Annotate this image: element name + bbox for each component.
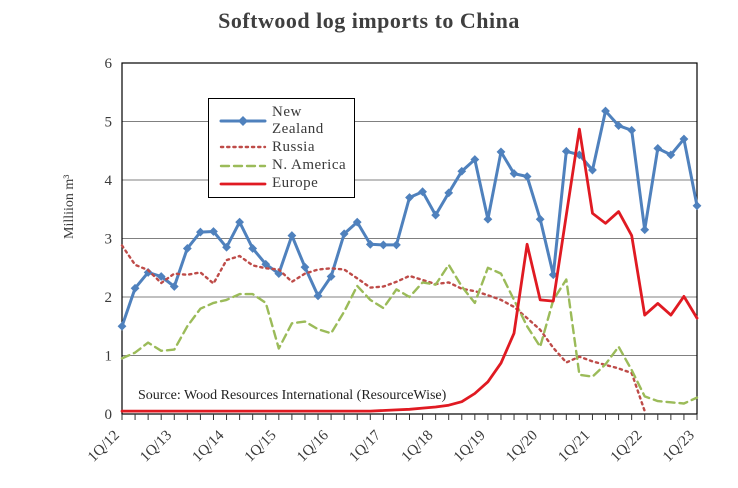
x-tick-label: 1Q/12	[85, 428, 123, 466]
x-tick-label: 1Q/16	[294, 427, 332, 465]
x-tick-label: 1Q/14	[190, 427, 228, 465]
legend: New Zealand Russia N. America Europe	[208, 98, 355, 198]
x-tick-label: 1Q/13	[137, 428, 175, 466]
data-point-marker	[222, 242, 231, 252]
legend-label-new-zealand: New Zealand	[272, 103, 324, 137]
series-russia-line	[120, 244, 646, 413]
data-point-marker	[287, 231, 297, 240]
y-tick-label-1: 1	[105, 349, 113, 365]
data-point-marker	[483, 214, 493, 224]
legend-label-russia: Russia	[272, 138, 316, 155]
y-tick-label-6: 6	[105, 56, 113, 72]
data-point-marker	[535, 214, 545, 224]
data-point-marker	[156, 272, 166, 281]
data-point-marker	[418, 187, 427, 197]
data-point-marker	[313, 291, 323, 301]
x-tick-label: 1Q/17	[346, 427, 384, 465]
x-tick-label: 1Q/22	[608, 428, 646, 466]
data-point-marker	[588, 165, 597, 175]
data-point-marker	[548, 270, 558, 280]
x-tick-label: 1Q/21	[555, 428, 593, 466]
x-tick-label: 1Q/15	[242, 428, 280, 466]
chart-title: Softwood log imports to China	[218, 8, 520, 33]
data-point-marker	[444, 188, 454, 198]
x-tick-label: 1Q/20	[503, 428, 541, 466]
n-america-line-swatch-icon	[219, 164, 267, 167]
x-tick-label: 1Q/23	[660, 428, 698, 466]
source-note: Source: Wood Resources International (Re…	[138, 388, 447, 403]
data-point-marker	[509, 169, 519, 178]
data-point-marker	[261, 259, 271, 269]
y-tick-label-3: 3	[105, 232, 113, 248]
data-point-marker	[339, 229, 349, 239]
series-n-america-line	[120, 263, 699, 405]
data-point-marker	[130, 283, 140, 293]
data-point-marker	[457, 166, 467, 176]
data-point-marker	[666, 150, 676, 160]
new-zealand-line-swatch-icon	[219, 115, 267, 126]
data-point-marker	[627, 125, 637, 135]
data-point-marker	[169, 282, 179, 291]
legend-item-europe: Europe	[219, 175, 354, 192]
data-point-marker	[614, 121, 623, 130]
data-point-marker	[640, 225, 650, 235]
legend-item-n-america: N. America	[219, 157, 354, 174]
series-europe-line	[120, 127, 699, 413]
data-point-marker	[405, 193, 414, 202]
data-point-marker	[352, 217, 362, 227]
data-point-marker	[182, 244, 192, 253]
data-point-marker	[300, 262, 310, 272]
data-point-marker	[196, 227, 205, 237]
data-point-marker	[692, 201, 702, 211]
data-point-marker	[496, 147, 506, 157]
y-tick-label-0: 0	[105, 407, 113, 423]
y-tick-label-4: 4	[105, 173, 113, 189]
data-point-marker	[431, 210, 441, 220]
data-point-marker	[378, 240, 388, 250]
data-point-marker	[392, 240, 401, 250]
legend-label-europe: Europe	[272, 175, 319, 192]
data-point-marker	[143, 268, 153, 277]
data-point-marker	[653, 144, 663, 153]
legend-item-new-zealand: New Zealand	[219, 104, 354, 138]
x-tick-label: 1Q/19	[451, 428, 489, 466]
data-point-marker	[365, 239, 375, 249]
europe-line-swatch-icon	[219, 182, 267, 186]
data-point-marker	[561, 146, 571, 156]
legend-label-n-america: N. America	[272, 157, 347, 174]
data-point-marker	[117, 321, 127, 331]
data-point-marker	[679, 134, 689, 144]
data-point-marker	[235, 217, 245, 227]
legend-item-russia: Russia	[219, 139, 354, 156]
data-point-marker	[248, 244, 258, 253]
y-tick-label-2: 2	[105, 290, 113, 306]
data-point-marker	[522, 172, 532, 181]
data-point-marker	[209, 227, 218, 236]
russia-line-swatch-icon	[219, 146, 267, 149]
data-point-marker	[470, 155, 480, 164]
data-point-marker	[326, 272, 336, 281]
x-tick-label: 1Q/18	[399, 428, 437, 466]
y-tick-label-5: 5	[105, 115, 113, 131]
data-point-marker	[601, 106, 610, 116]
